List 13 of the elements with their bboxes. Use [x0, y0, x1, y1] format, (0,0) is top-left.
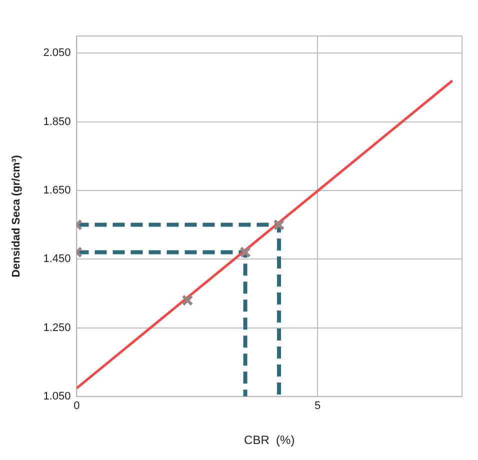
- y-tick-label: 1.050: [43, 390, 71, 402]
- x-tick-label: 5: [314, 400, 321, 412]
- point: [240, 246, 252, 258]
- x-axis-title: CBR (%): [244, 433, 295, 448]
- point: [273, 219, 285, 231]
- y-tick-label: 2.050: [43, 47, 71, 60]
- point: [182, 294, 194, 306]
- y-tick-label: 1.450: [43, 253, 71, 266]
- y-tick-label: 1.250: [43, 322, 71, 334]
- y-axis-title: Densidad Seca (gr/cm³): [10, 154, 23, 278]
- x-tick-label: 0: [74, 400, 80, 412]
- y-tick-label: 1.850: [43, 116, 71, 128]
- y-tick-label: 1.650: [43, 184, 71, 196]
